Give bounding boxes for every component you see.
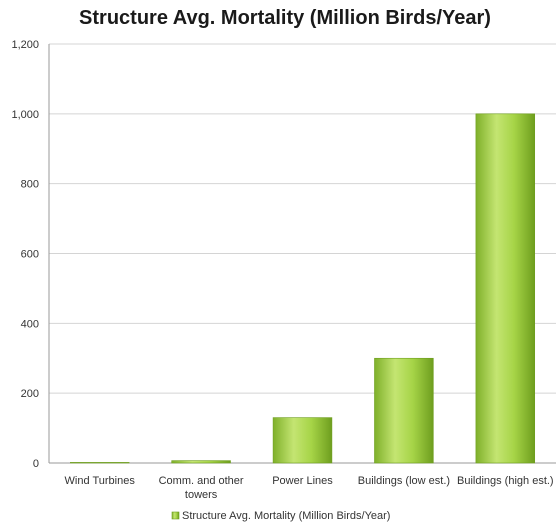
legend-swatch [171, 511, 180, 520]
bar [475, 113, 536, 464]
y-tick-label: 400 [21, 318, 39, 330]
y-tick-label: 800 [21, 179, 39, 191]
y-tick-label: 1,000 [11, 109, 39, 121]
y-tick-label: 200 [21, 388, 39, 400]
x-tick-label: towers [185, 489, 218, 501]
x-tick-label: Buildings (high est.) [457, 475, 554, 487]
x-tick-label: Wind Turbines [65, 475, 136, 487]
bar [171, 460, 231, 464]
y-tick-label: 0 [33, 458, 39, 470]
bar [374, 357, 434, 464]
bar [69, 462, 130, 464]
y-tick-label: 1,200 [11, 39, 39, 51]
bars [69, 113, 536, 464]
x-tick-label: Comm. and other [159, 475, 244, 487]
gridlines [48, 43, 556, 464]
chart-title: Structure Avg. Mortality (Million Birds/… [79, 7, 491, 29]
x-tick-label: Power Lines [272, 475, 333, 487]
legend: Structure Avg. Mortality (Million Birds/… [171, 510, 390, 522]
legend-label: Structure Avg. Mortality (Million Birds/… [182, 510, 390, 522]
y-axis-ticks: 0 200 400 600 800 1,000 1,200 [11, 39, 39, 470]
bar [272, 417, 333, 464]
x-tick-label: Buildings (low est.) [358, 475, 450, 487]
y-tick-label: 600 [21, 249, 39, 261]
x-axis-labels: Wind Turbines Comm. and other towers Power … [65, 475, 554, 501]
